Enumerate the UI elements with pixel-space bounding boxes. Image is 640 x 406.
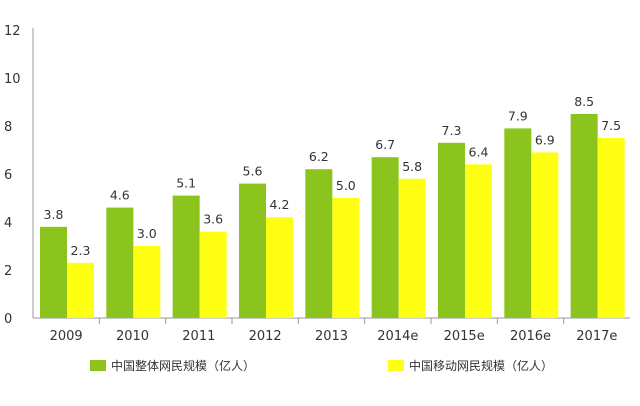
data-label-total: 4.6 — [110, 188, 130, 203]
legend-item-total: 中国整体网民规模（亿人） — [90, 357, 255, 374]
data-label-total: 6.7 — [375, 137, 395, 152]
y-tick-label: 6 — [4, 168, 12, 183]
bar-total — [305, 169, 333, 318]
bar-total — [371, 157, 399, 318]
y-tick-label: 4 — [4, 216, 12, 231]
data-label-mobile: 7.5 — [601, 118, 621, 133]
y-tick-label: 12 — [4, 24, 21, 39]
data-label-mobile: 3.0 — [137, 226, 157, 241]
data-label-mobile: 2.3 — [71, 243, 91, 258]
x-tick-label: 2014e — [377, 329, 418, 344]
bar-total — [40, 226, 67, 318]
bar-total — [239, 183, 266, 318]
x-tick-label: 2013 — [315, 329, 348, 344]
bar-total — [504, 128, 532, 318]
data-label-mobile: 3.6 — [203, 212, 223, 227]
x-tick-label: 2017e — [576, 329, 617, 344]
x-tick-label: 2012 — [249, 329, 282, 344]
data-label-mobile: 4.2 — [270, 197, 290, 212]
bar-mobile — [531, 152, 559, 318]
bar-total — [570, 114, 598, 318]
y-tick-label: 2 — [4, 264, 12, 279]
y-tick-label: 0 — [4, 312, 12, 327]
data-label-total: 5.1 — [176, 176, 196, 191]
bar-total — [106, 207, 134, 318]
legend: 中国整体网民规模（亿人） 中国移动网民规模（亿人） — [0, 357, 640, 379]
legend-swatch-mobile — [388, 360, 404, 371]
bar-mobile — [465, 164, 492, 318]
data-label-mobile: 6.4 — [469, 144, 489, 159]
bar-mobile — [133, 246, 161, 318]
data-label-mobile: 6.9 — [535, 132, 555, 147]
legend-swatch-total — [90, 360, 106, 371]
x-tick-label: 2011 — [182, 329, 215, 344]
data-label-mobile: 5.8 — [402, 159, 422, 174]
data-label-total: 5.6 — [243, 164, 263, 179]
y-tick-label: 10 — [4, 72, 21, 87]
bar-total — [172, 195, 200, 318]
bar-mobile — [266, 217, 293, 318]
bar-mobile — [398, 178, 426, 318]
bar-mobile — [332, 198, 360, 318]
bar-mobile — [67, 262, 94, 318]
legend-label-total: 中国整体网民规模（亿人） — [111, 359, 256, 373]
data-label-total: 7.9 — [508, 108, 528, 123]
legend-label-mobile: 中国移动网民规模（亿人） — [409, 359, 554, 373]
data-label-mobile: 5.0 — [336, 178, 356, 193]
bar-mobile — [597, 138, 625, 318]
bar-mobile — [199, 231, 227, 318]
x-tick-label: 2010 — [116, 329, 149, 344]
x-tick-label: 2015e — [444, 329, 485, 344]
y-tick-label: 8 — [4, 120, 12, 135]
data-label-total: 3.8 — [44, 207, 64, 222]
x-tick-label: 2016e — [510, 329, 551, 344]
bar-total — [438, 142, 465, 318]
x-tick-label: 2009 — [50, 329, 83, 344]
data-label-total: 8.5 — [574, 94, 594, 109]
legend-item-mobile: 中国移动网民规模（亿人） — [388, 357, 553, 374]
data-label-total: 7.3 — [442, 123, 462, 138]
data-label-total: 6.2 — [309, 149, 329, 164]
